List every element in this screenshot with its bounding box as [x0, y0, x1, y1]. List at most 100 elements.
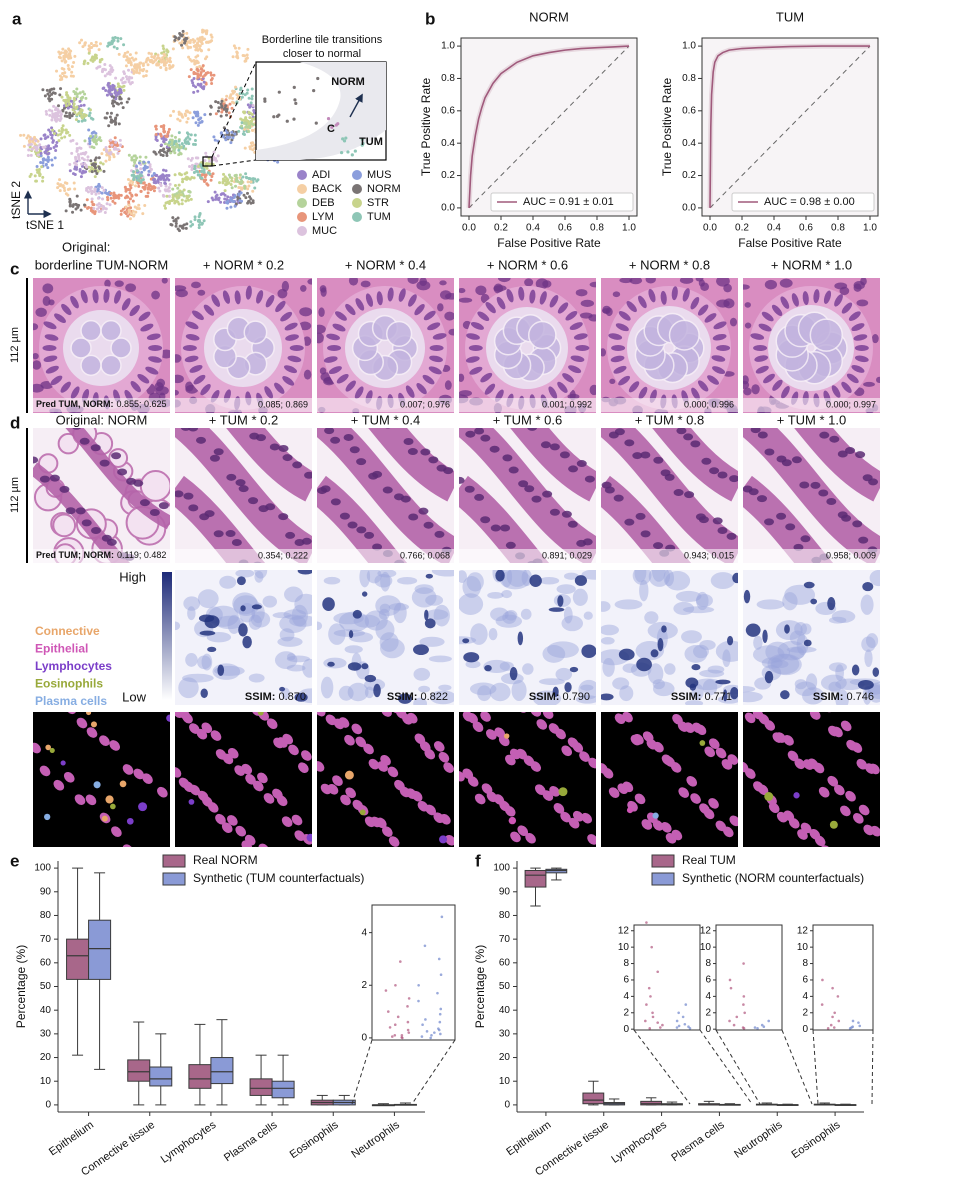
tsne-dot	[116, 39, 120, 43]
nucleus	[175, 289, 188, 298]
nucleus	[45, 365, 59, 374]
strip-point	[837, 1019, 841, 1023]
nucleus	[365, 293, 374, 307]
ssim-blob	[828, 681, 842, 693]
nucleus	[60, 381, 71, 393]
tsne-dot	[41, 175, 45, 179]
seg-nucleus	[745, 768, 756, 779]
tsne-dot	[134, 184, 138, 188]
ssim-blob	[789, 630, 806, 646]
nucleus	[39, 475, 50, 483]
tsne-dot	[187, 55, 191, 59]
tsne-dot	[216, 109, 220, 113]
tsne-dot	[128, 53, 132, 57]
tsne-dot	[164, 66, 168, 70]
seg-nucleus	[281, 816, 293, 827]
tsne-dot	[170, 138, 174, 142]
tsne-dot	[139, 189, 143, 193]
tsne-dot	[230, 130, 234, 134]
nucleus	[91, 527, 102, 535]
seg-nucleus	[257, 772, 268, 784]
zoom-connector	[211, 159, 257, 167]
ssim-blob	[352, 609, 362, 619]
tsne-dot	[154, 127, 158, 131]
ssim-blob	[538, 678, 565, 686]
tsne-dot	[79, 96, 83, 100]
nucleus	[628, 381, 640, 393]
ssim-blob	[419, 636, 445, 647]
ssim-blob	[317, 621, 323, 631]
y-tick-label: 50	[499, 981, 511, 992]
y-tick-label: 4	[361, 927, 367, 938]
tsne-dot	[244, 121, 248, 125]
seg-nucleus	[572, 742, 584, 753]
cell-type-label: Lymphocytes	[35, 659, 112, 673]
inset-dot	[336, 122, 340, 126]
tsne-dot	[55, 115, 59, 119]
tsne-dot	[89, 41, 93, 45]
nucleus	[549, 508, 560, 516]
tsne-dot	[126, 68, 130, 72]
inset-connector	[633, 1029, 691, 1105]
seg-nucleus	[587, 834, 596, 845]
nucleus	[729, 475, 738, 483]
tsne-dot	[250, 119, 254, 123]
tsne-dot	[156, 56, 160, 60]
nucleus	[613, 365, 627, 374]
tsne-dot	[178, 119, 182, 123]
tsne-dot	[206, 162, 210, 166]
nucleus	[209, 454, 220, 462]
tsne-dot	[50, 109, 54, 113]
seg-nucleus	[622, 781, 634, 793]
nucleus	[831, 385, 841, 398]
ssim-blob	[618, 648, 635, 661]
y-tick-label: 80	[499, 910, 511, 921]
tsne-dot	[208, 112, 212, 116]
nucleus	[265, 294, 275, 308]
tsne-dot	[225, 131, 229, 135]
strip-point	[400, 1033, 404, 1037]
tsne-dot	[83, 139, 87, 143]
box	[127, 1059, 151, 1082]
tsne-dot	[200, 166, 204, 170]
tsne-dot	[86, 61, 90, 65]
tsne-dot	[51, 112, 55, 116]
nucleus	[148, 345, 163, 351]
nucleus	[829, 435, 840, 443]
tsne-dot	[60, 136, 64, 140]
nucleus	[465, 430, 476, 438]
image-tile	[459, 570, 596, 705]
seg-nucleus	[530, 712, 542, 717]
tsne-dot	[58, 52, 62, 56]
strip-point	[439, 1007, 443, 1011]
seg-nucleus	[201, 722, 213, 734]
tsne-dot	[122, 88, 126, 92]
x-tick-label: 0.2	[494, 223, 508, 234]
y-tick-label: 40	[40, 1005, 52, 1016]
tsne-dot	[127, 75, 131, 79]
tsne-dot	[116, 36, 120, 40]
tsne-dot	[90, 170, 94, 174]
tsne-dot	[231, 97, 235, 101]
tsne-dot	[220, 110, 224, 114]
nucleus	[761, 311, 774, 322]
nucleus	[289, 345, 304, 351]
tsne-dot	[94, 131, 98, 135]
tsne-dot	[113, 136, 117, 140]
tsne-dot	[73, 110, 77, 114]
nucleus	[133, 479, 144, 487]
tsne-dot	[87, 165, 91, 169]
tsne-dot	[177, 131, 181, 135]
legend-box	[490, 192, 634, 212]
nucleus	[684, 491, 695, 499]
tsne-dot	[163, 188, 167, 192]
tsne-dot	[195, 169, 199, 173]
ssim-blob	[240, 605, 246, 612]
ssim-blob	[328, 623, 346, 645]
tsne-dot	[130, 193, 134, 197]
ssim-blob	[294, 593, 312, 615]
tsne-dot	[172, 219, 176, 223]
seg-nucleus	[382, 826, 393, 837]
cell-type-label: Eosinophils	[35, 677, 103, 691]
nucleus	[700, 282, 710, 291]
